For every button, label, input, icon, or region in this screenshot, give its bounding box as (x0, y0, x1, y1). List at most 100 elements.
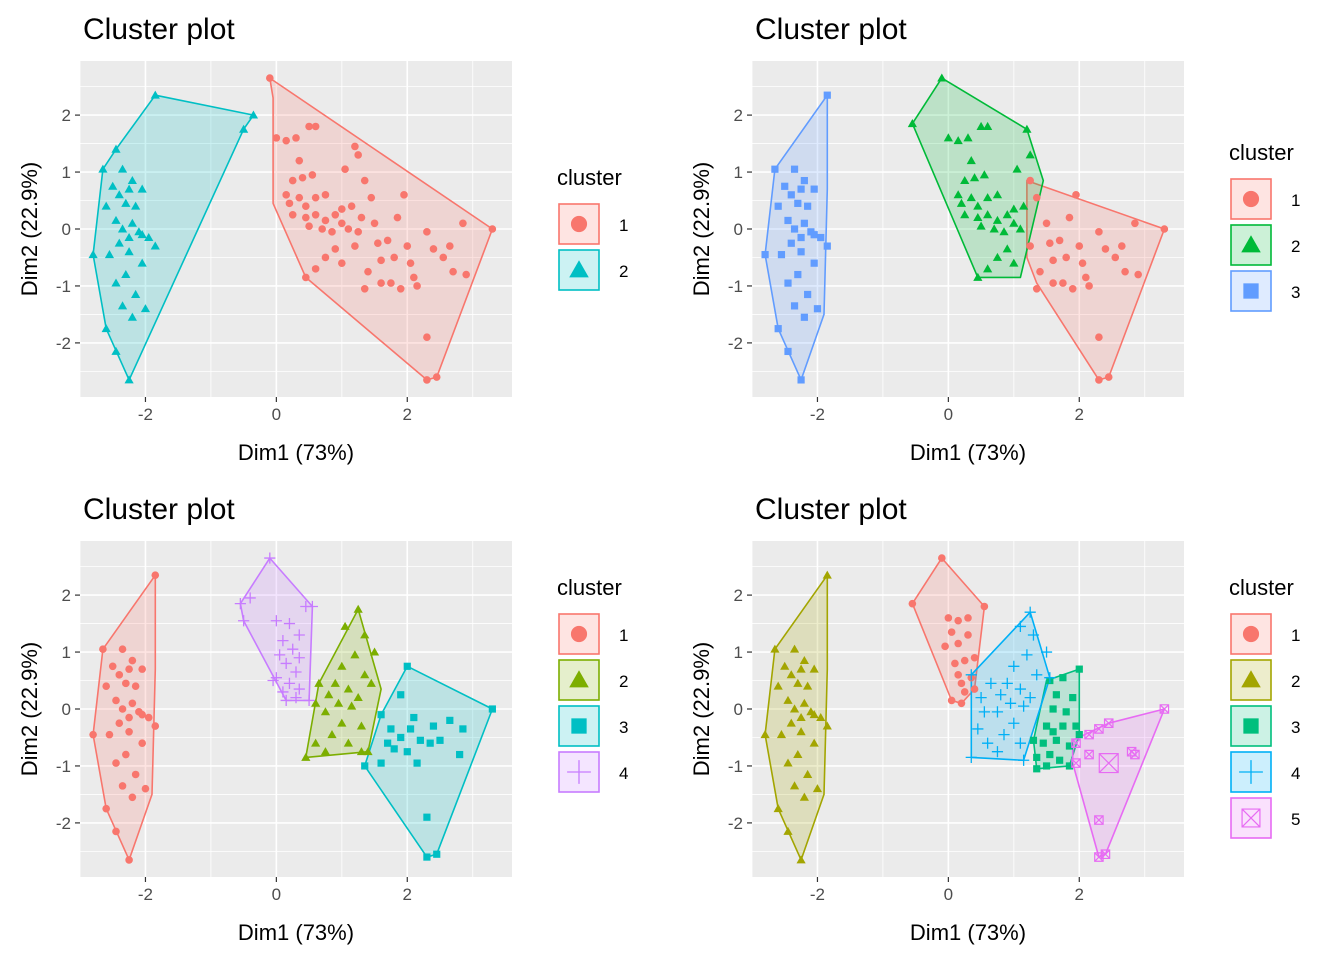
data-point (114, 238, 124, 247)
cluster-points-3 (1029, 665, 1083, 773)
legend-title: cluster (1229, 575, 1294, 600)
data-point (976, 221, 986, 230)
data-point (311, 698, 321, 707)
data-point (429, 245, 438, 253)
data-point (459, 725, 467, 733)
data-point (980, 602, 989, 611)
data-point (138, 665, 146, 673)
data-point (1118, 242, 1126, 250)
data-point (423, 333, 431, 342)
data-point (1084, 729, 1094, 740)
cluster-points-2 (907, 73, 1035, 281)
data-point (789, 781, 800, 790)
data-point (290, 692, 302, 704)
data-point (127, 218, 137, 227)
data-point (360, 630, 370, 639)
data-point (796, 855, 806, 864)
data-point (308, 171, 317, 179)
data-point (413, 759, 421, 767)
data-point (941, 642, 949, 651)
data-point (351, 142, 359, 151)
data-point (88, 250, 98, 259)
x-tick-label: 0 (944, 405, 953, 424)
y-axis-title: Dim2 (22.9%) (689, 162, 714, 296)
data-point (1049, 728, 1057, 736)
data-point (150, 90, 160, 99)
data-point (108, 181, 118, 190)
data-point (397, 691, 405, 699)
data-point (128, 699, 137, 708)
data-point (131, 682, 140, 691)
data-point (812, 784, 823, 793)
cluster-hull-2 (304, 608, 382, 759)
data-point (983, 121, 993, 130)
data-point (112, 827, 120, 836)
data-point (306, 600, 318, 613)
cluster-points-2 (88, 90, 259, 384)
data-point (124, 232, 134, 241)
data-point (803, 769, 813, 778)
data-point (295, 156, 304, 165)
data-point (953, 190, 963, 199)
data-point (1022, 124, 1032, 133)
chart-title: Cluster plot (83, 13, 235, 46)
data-point (1049, 705, 1057, 713)
data-point (810, 259, 818, 267)
data-point (797, 248, 805, 256)
legend-key-symbol (1242, 190, 1260, 208)
data-point (125, 856, 133, 864)
data-point (112, 759, 120, 767)
y-tick-label: -2 (728, 334, 743, 353)
cluster-center-point (1098, 753, 1119, 774)
data-point (370, 219, 379, 228)
data-point (781, 182, 789, 190)
data-point (360, 670, 370, 679)
data-point (1036, 267, 1044, 276)
data-point (141, 784, 150, 793)
data-point (89, 730, 97, 739)
legend-item-1: 1 (558, 203, 628, 245)
data-point (1130, 749, 1140, 760)
data-point (302, 202, 310, 211)
legend: cluster 1 2 (557, 165, 628, 291)
data-point (796, 727, 806, 736)
data-point (347, 202, 356, 211)
data-point (320, 747, 331, 756)
data-point (121, 198, 131, 207)
data-point (350, 650, 360, 659)
y-tick-label: -1 (728, 277, 743, 296)
data-point (989, 224, 999, 233)
data-point (328, 228, 336, 236)
data-point (804, 290, 812, 299)
data-point (118, 782, 127, 790)
data-point (1012, 164, 1022, 173)
data-point (436, 736, 444, 744)
data-point (384, 739, 392, 747)
data-point (943, 133, 953, 142)
data-point (1071, 758, 1081, 768)
data-point (1160, 225, 1169, 233)
y-tick-label: 2 (62, 586, 71, 605)
data-point (1002, 210, 1012, 219)
data-point (1002, 244, 1012, 253)
x-axis-title: Dim1 (73%) (238, 920, 354, 945)
data-point (125, 713, 133, 722)
data-point (416, 736, 424, 744)
data-point (969, 173, 980, 182)
data-point (433, 850, 441, 858)
data-point (112, 696, 120, 705)
data-point (423, 813, 431, 821)
data-point (960, 210, 970, 219)
data-point (1075, 731, 1083, 739)
data-point (761, 251, 769, 259)
legend-label: 1 (619, 626, 628, 645)
data-point (311, 738, 321, 747)
data-point (1072, 191, 1080, 199)
legend-title: cluster (1229, 140, 1294, 165)
data-point (488, 705, 496, 713)
cluster-points-1 (89, 571, 160, 864)
legend-item-3: 3 (558, 705, 628, 747)
data-point (1075, 242, 1084, 250)
data-point (960, 175, 970, 185)
